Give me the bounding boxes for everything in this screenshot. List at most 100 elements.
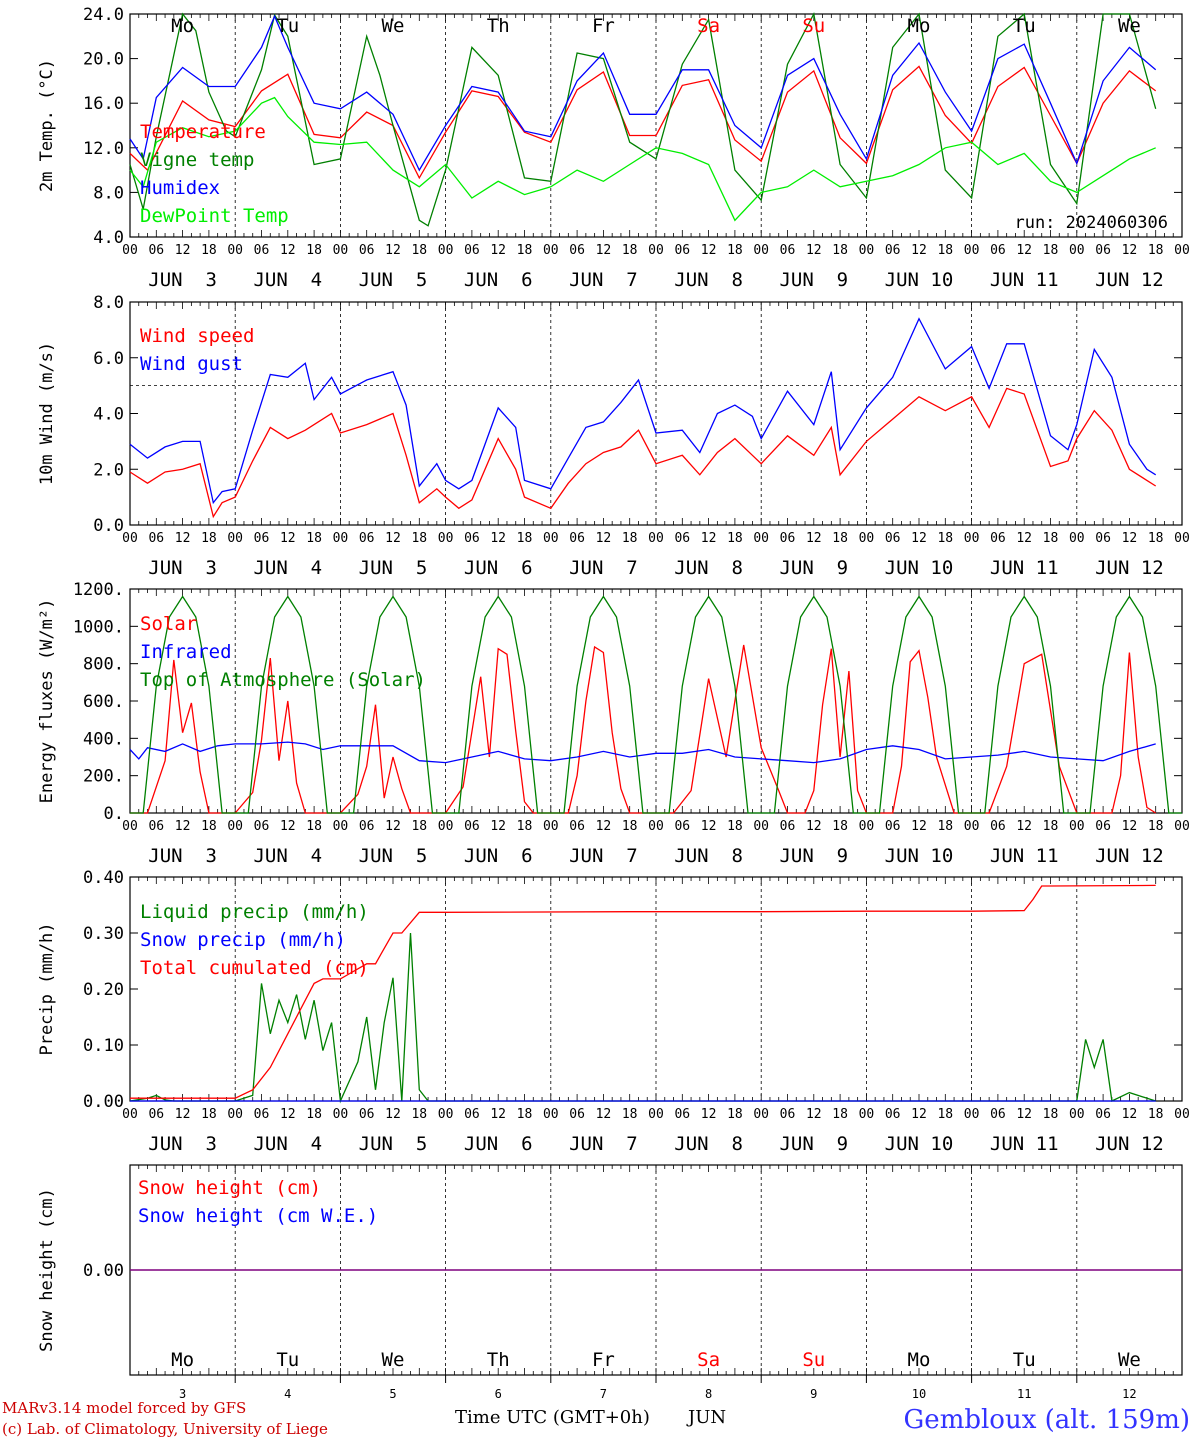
weekday-label-top: Tu [1013,15,1036,37]
hour-tick-label: 18 [201,243,217,258]
date-label: JUN 10 [885,269,954,291]
hour-tick-label: 06 [780,819,796,834]
hour-tick-label: 00 [227,531,243,546]
hour-tick-label: 00 [438,243,454,258]
legend-vigne-temp: Vigne temp [140,149,254,171]
date-label: JUN 11 [990,845,1059,867]
hour-tick-label: 00 [438,819,454,834]
date-label: JUN 4 [253,845,322,867]
panel-frames [129,13,1183,1383]
date-label: JUN 3 [148,557,217,579]
hour-tick-label: 00 [964,819,980,834]
month-label: JUN [686,1407,726,1428]
hour-tick-label: 12 [806,1107,822,1122]
hour-tick-label: 12 [1122,531,1138,546]
weekday-label-top: Fr [592,15,615,37]
hour-tick-label: 06 [569,1107,585,1122]
hour-tick-label: 00 [333,243,349,258]
day-number-label: 3 [179,1387,186,1401]
hour-tick-label: 00 [859,819,875,834]
hour-tick-label: 06 [780,1107,796,1122]
hour-tick-label: 06 [359,531,375,546]
hour-tick-label: 00 [438,1107,454,1122]
date-label: JUN 5 [359,1133,428,1155]
date-label: JUN 12 [1095,269,1164,291]
hour-tick-label: 18 [937,243,953,258]
date-label: JUN 7 [569,1133,638,1155]
hour-tick-label: 18 [727,819,743,834]
series-line-humidex [129,14,1157,172]
hour-tick-label: 18 [1148,1107,1164,1122]
hour-tick-label: 12 [385,531,401,546]
series-line-vigne-temp [129,12,1157,227]
hour-tick-label: 00 [1069,243,1085,258]
hour-tick-label: 12 [175,1107,191,1122]
hour-tick-label: 06 [254,819,270,834]
hour-tick-label: 06 [990,1107,1006,1122]
hour-tick-label: 00 [122,819,138,834]
hour-tick-label: 06 [254,243,270,258]
y-axis-title: Energy fluxes (W/m²) [37,599,57,804]
hour-tick-label: 18 [727,531,743,546]
weekday-label-bottom: Tu [1013,1349,1036,1371]
y-tick-label: 16.0 [83,94,124,114]
hour-tick-label: 18 [201,531,217,546]
y-tick-label: 0.30 [83,924,124,944]
y-tick-label: 0.10 [83,1036,124,1056]
hour-tick-label: 06 [1095,1107,1111,1122]
day-number-label: 5 [389,1387,396,1401]
hour-tick-label: 00 [543,243,559,258]
hour-tick-label: 12 [806,531,822,546]
y-tick-label: 4.0 [93,405,124,425]
hour-tick-label: 12 [280,243,296,258]
date-label: JUN 4 [253,269,322,291]
date-label: JUN 6 [464,557,533,579]
date-label: JUN 10 [885,845,954,867]
hour-tick-label: 12 [490,1107,506,1122]
hour-tick-label: 18 [306,1107,322,1122]
weekday-label-top: Su [802,15,825,37]
hour-tick-label: 12 [280,531,296,546]
weekday-label-top: Tu [276,15,299,37]
day-number-label: 8 [705,1387,712,1401]
weekday-label-top: Sa [697,15,720,37]
hour-tick-label: 18 [517,1107,533,1122]
hour-tick-label: 18 [622,243,638,258]
y-tick-label: 24.0 [83,5,124,25]
hour-tick-label: 06 [885,1107,901,1122]
footer-model-credit: MARv3.14 model forced by GFS [2,1399,246,1417]
hour-tick-label: 18 [517,819,533,834]
y-tick-label: 200. [83,767,124,787]
hour-tick-label: 00 [333,819,349,834]
series-lines [129,12,1182,1271]
hour-tick-label: 12 [385,819,401,834]
day-number-label: 10 [912,1387,926,1401]
hour-tick-label: 06 [569,531,585,546]
day-number-label: 12 [1122,1387,1136,1401]
panel-frame [129,301,1183,526]
hour-tick-label: 06 [359,1107,375,1122]
hour-tick-label: 06 [464,819,480,834]
legend-infrared: Infrared [140,641,232,663]
hour-tick-label: 12 [280,819,296,834]
y-tick-label: 0. [104,804,124,824]
hour-tick-label: 18 [411,531,427,546]
weekday-label-bottom: Mo [171,1349,194,1371]
day-number-label: 7 [600,1387,607,1401]
hour-tick-label: 12 [701,1107,717,1122]
hour-tick-label: 00 [1069,819,1085,834]
date-label: JUN 9 [779,269,848,291]
hour-tick-label: 06 [148,531,164,546]
hour-tick-label: 12 [911,243,927,258]
legend-temperature: Temperature [140,121,266,143]
hour-tick-label: 12 [596,243,612,258]
hour-tick-label: 00 [859,1107,875,1122]
hour-tick-label: 12 [596,1107,612,1122]
hour-tick-label: 00 [753,819,769,834]
station-label: Gembloux (alt. 159m) [904,1405,1190,1435]
hour-tick-label: 18 [1148,819,1164,834]
hour-tick-label: 06 [1095,819,1111,834]
date-label: JUN 9 [779,1133,848,1155]
hour-tick-label: 06 [674,531,690,546]
hour-tick-label: 06 [990,531,1006,546]
